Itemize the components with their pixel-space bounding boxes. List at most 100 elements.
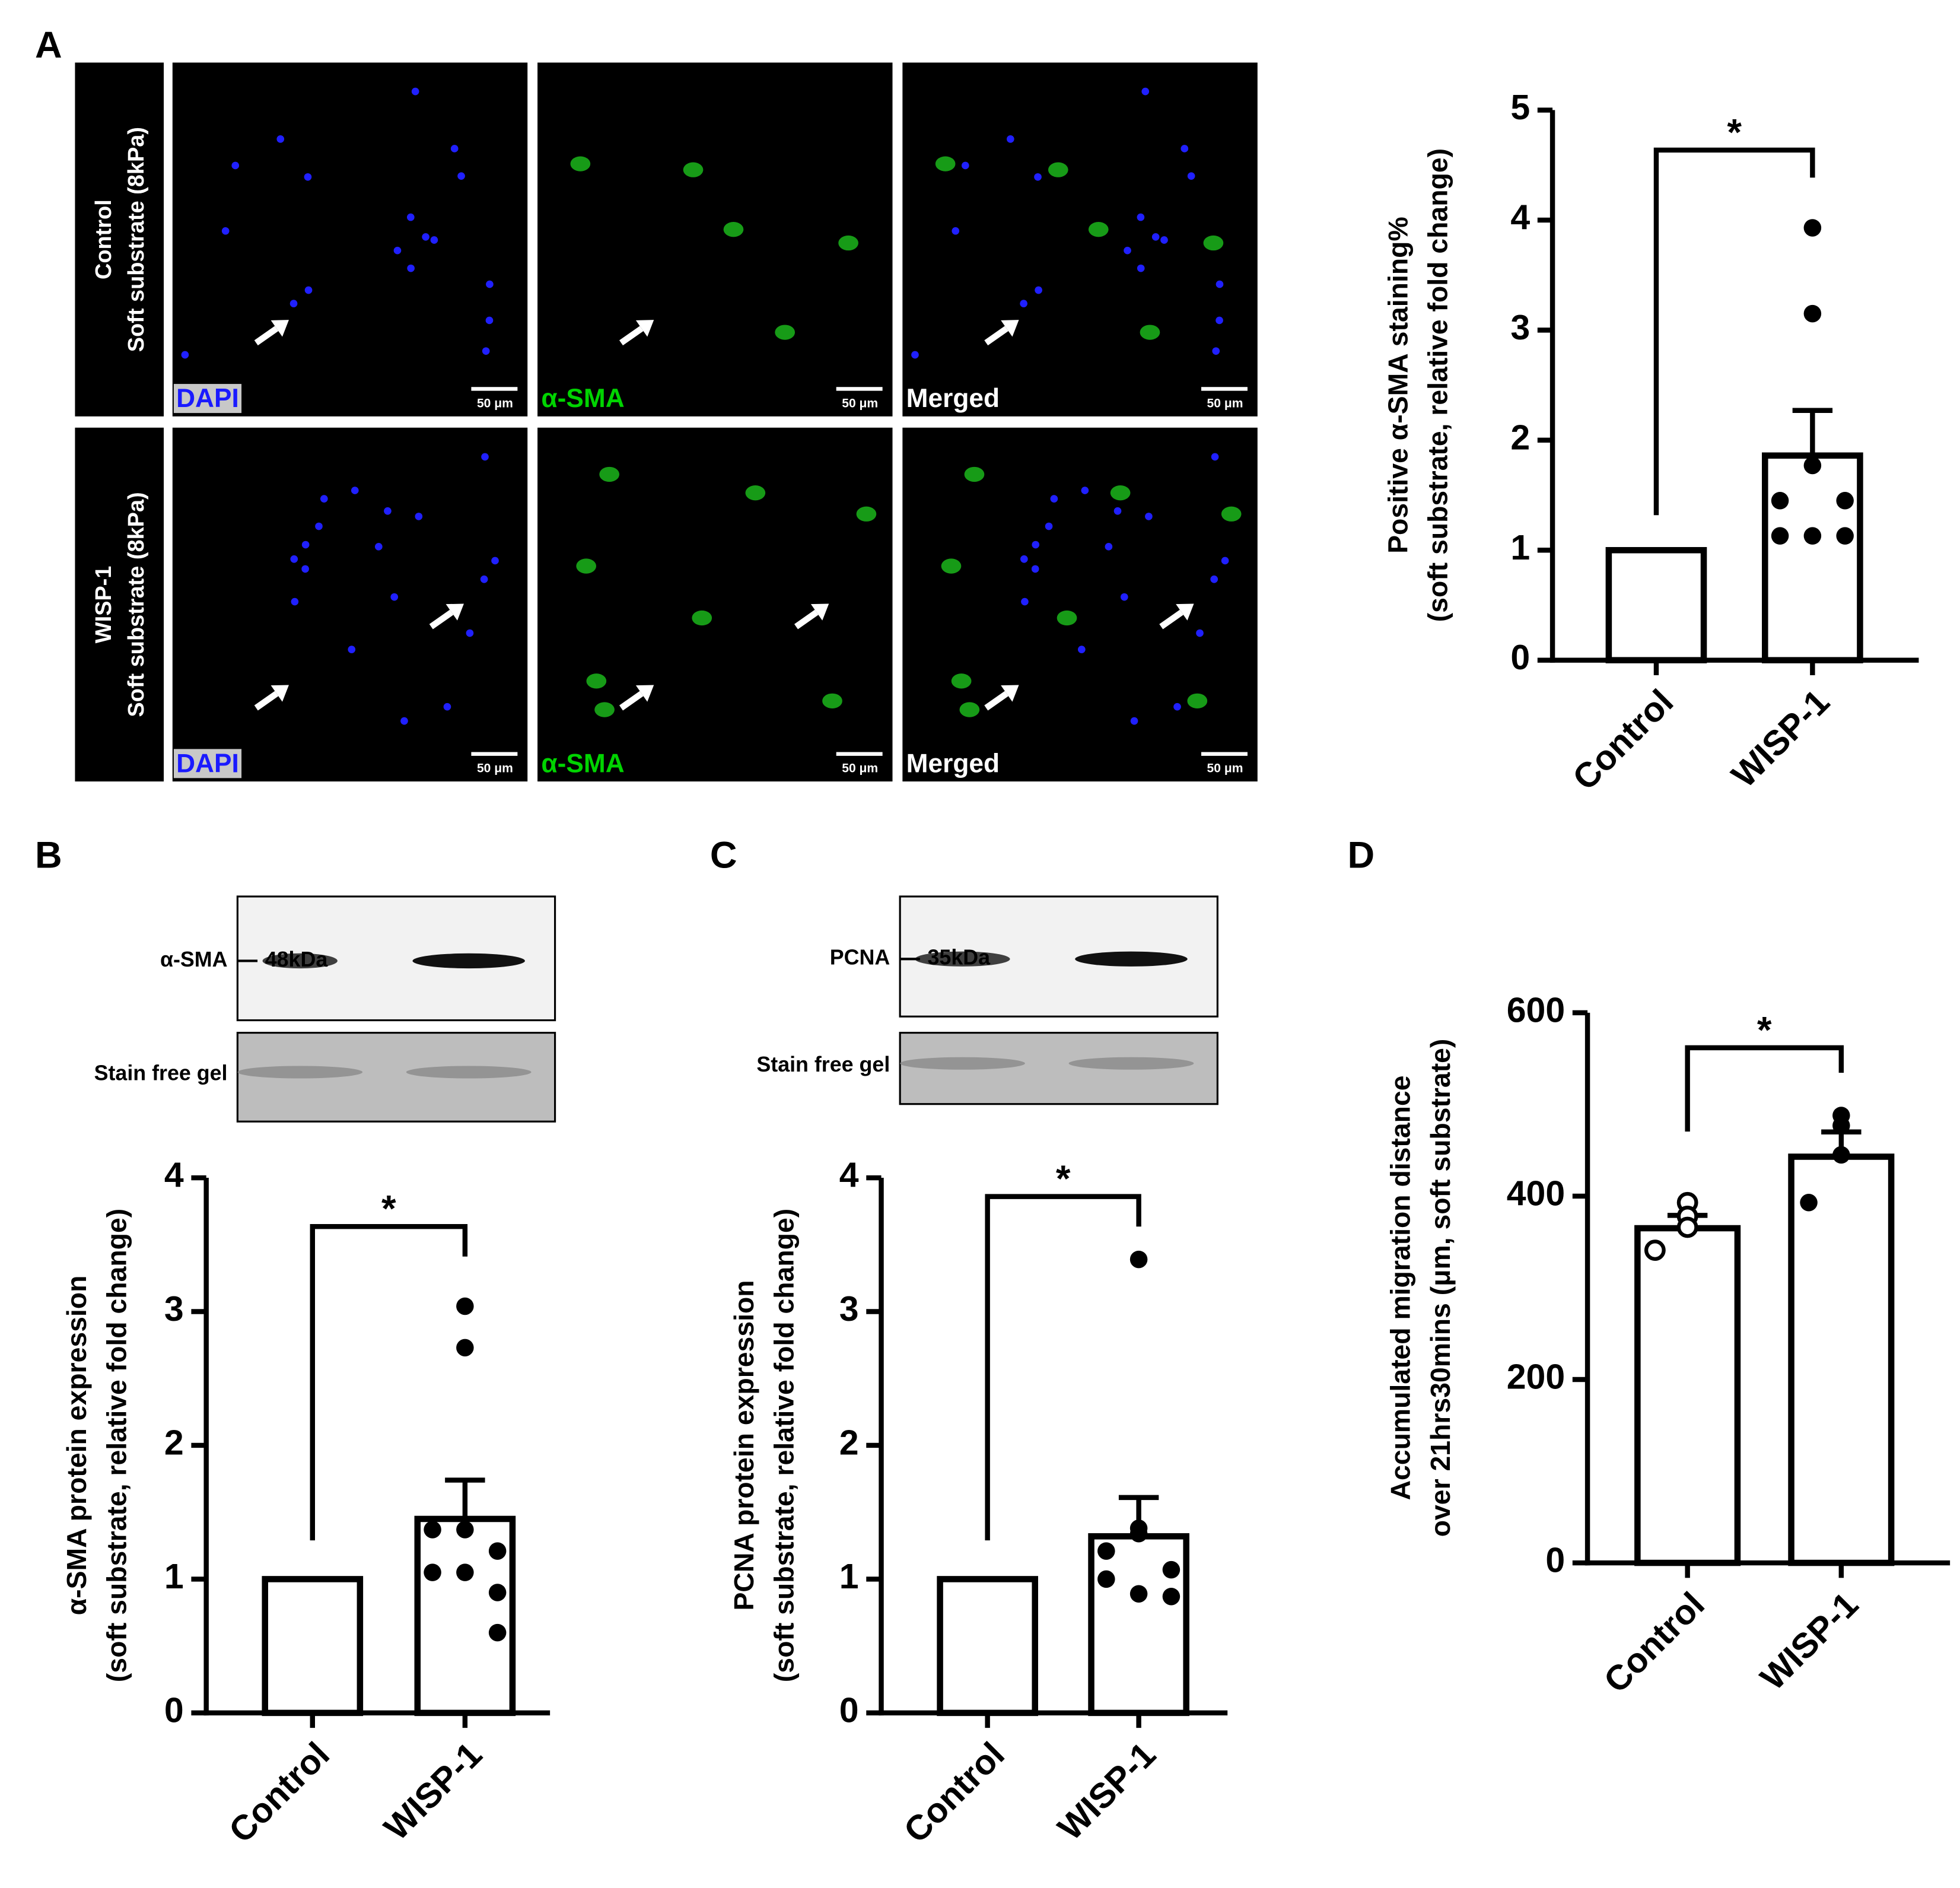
arrow-head <box>635 685 654 702</box>
arrow-shaft <box>254 691 279 711</box>
nucleus <box>1078 646 1086 653</box>
bar <box>262 1576 364 1717</box>
nucleus <box>1130 717 1138 725</box>
y-tick-label: 2 <box>839 1423 859 1463</box>
nucleus <box>301 565 309 573</box>
row-label: Soft substrate (8kPa) <box>124 492 149 717</box>
nucleus <box>450 145 459 152</box>
gel-band <box>406 1066 532 1079</box>
nucleus <box>390 593 399 601</box>
arrow <box>984 685 1019 711</box>
row-label-box <box>75 62 164 417</box>
micrograph <box>902 427 1258 782</box>
nucleus <box>1007 135 1014 143</box>
arrow-head <box>271 320 289 337</box>
y-axis-label: over 21hrs30mins (μm, soft substrate) <box>1425 1039 1456 1537</box>
nucleus <box>1124 246 1131 255</box>
arrow-shaft <box>429 609 454 630</box>
y-axis-label: (soft substrate, relative fold change) <box>101 1209 132 1682</box>
channel-label: Merged <box>906 749 1000 778</box>
nucleus <box>952 227 960 235</box>
channel-label-bg <box>173 749 242 778</box>
cell-signal <box>594 702 615 717</box>
arrow-head <box>446 603 464 621</box>
nucleus <box>1216 316 1223 325</box>
cell-signal <box>586 673 607 689</box>
nucleus <box>1113 507 1122 515</box>
y-tick-label: 3 <box>839 1289 859 1328</box>
nucleus <box>304 286 313 294</box>
significance-bracket <box>310 1224 468 1541</box>
nucleus <box>485 316 494 325</box>
panel-label: B <box>35 834 62 876</box>
data-point <box>424 1521 441 1539</box>
data-point <box>1162 1560 1181 1579</box>
row-label-box <box>75 427 164 782</box>
data-point <box>456 1521 474 1539</box>
y-tick-label: 4 <box>839 1156 859 1195</box>
nucleus <box>1081 487 1089 494</box>
data-point <box>424 1563 441 1581</box>
cell-signal <box>822 693 842 709</box>
nucleus <box>1105 543 1113 551</box>
channel-label: DAPI <box>176 384 239 413</box>
data-point <box>1803 456 1822 475</box>
cell-signal <box>683 162 704 177</box>
nucleus <box>407 264 415 272</box>
y-axis-label: (soft substrate, relative fold change) <box>1423 148 1453 622</box>
nucleus <box>1173 703 1181 711</box>
bar <box>937 1576 1038 1717</box>
arrow-shaft <box>619 326 644 346</box>
data-point <box>1771 527 1789 545</box>
nucleus <box>1120 593 1128 601</box>
cell-signal <box>964 466 985 482</box>
micrograph <box>537 62 893 417</box>
nucleus <box>1196 629 1204 637</box>
arrow-shaft <box>619 691 644 711</box>
nucleus <box>1050 495 1058 503</box>
nucleus <box>315 522 323 530</box>
cell-signal <box>1110 485 1131 501</box>
arrow <box>254 320 289 346</box>
data-point <box>1803 304 1822 323</box>
arrow <box>984 320 1019 346</box>
micrograph <box>172 427 528 782</box>
arrow-shaft <box>984 691 1008 711</box>
panel-label: D <box>1348 834 1375 876</box>
data-point <box>1162 1587 1181 1606</box>
nucleus <box>1021 597 1029 606</box>
arrow-shaft <box>254 326 279 346</box>
nucleus <box>491 557 499 565</box>
nucleus <box>1221 557 1229 565</box>
cell-signal <box>745 485 766 501</box>
significance-label: * <box>1056 1158 1071 1200</box>
gel-band <box>237 1066 363 1079</box>
micrograph <box>902 62 1258 417</box>
cell-signal <box>576 558 597 574</box>
y-tick-label: 4 <box>164 1156 184 1195</box>
cell-signal <box>775 325 796 340</box>
data-point <box>456 1339 474 1357</box>
nucleus <box>1034 173 1042 181</box>
nucleus <box>1031 565 1039 573</box>
nucleus <box>961 161 969 170</box>
bar <box>1762 452 1863 663</box>
scale-bar-label: 50 μm <box>1207 762 1243 775</box>
arrow <box>794 603 829 630</box>
data-point <box>488 1542 507 1560</box>
arrow <box>619 685 654 711</box>
data-point <box>1771 492 1789 510</box>
data-point <box>1832 1117 1850 1134</box>
cell-signal <box>1088 222 1109 237</box>
y-tick-label: 4 <box>1510 198 1530 237</box>
cell-signal <box>1140 325 1160 340</box>
y-tick-label: 600 <box>1507 990 1565 1029</box>
nucleus <box>482 347 490 355</box>
nucleus <box>1216 280 1224 288</box>
nucleus <box>406 213 415 221</box>
arrow-head <box>635 320 654 337</box>
nucleus <box>1211 453 1219 461</box>
cell-signal <box>838 235 858 251</box>
nucleus <box>374 543 383 551</box>
data-point <box>1129 1525 1148 1543</box>
